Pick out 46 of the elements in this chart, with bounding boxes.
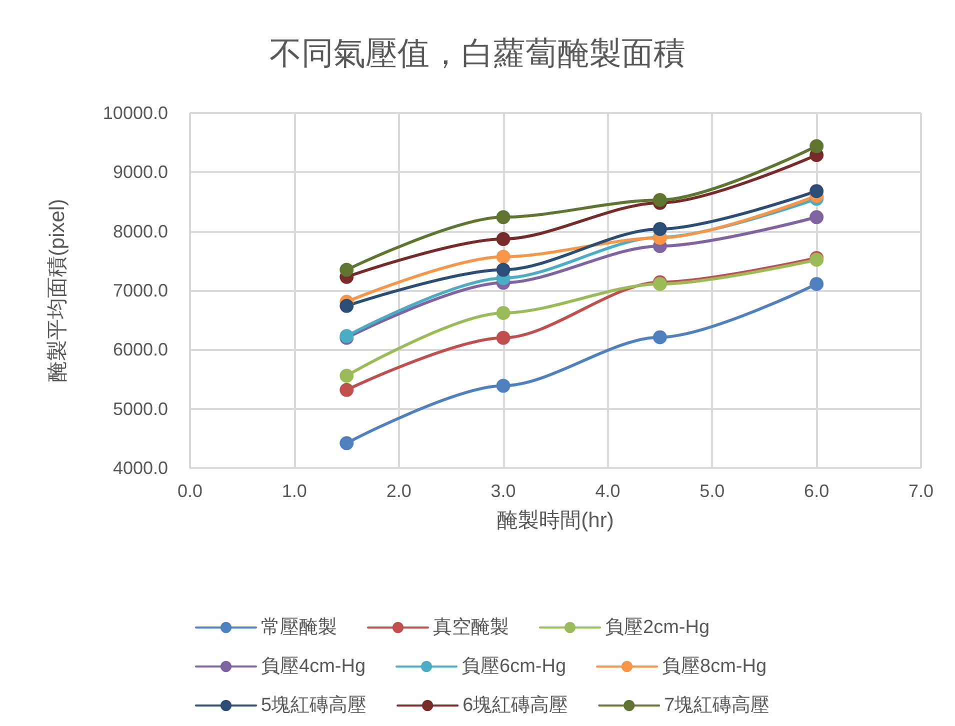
point — [496, 232, 510, 246]
x-tick-label: 0.0 — [177, 481, 203, 501]
point — [496, 378, 510, 393]
y-tick-label: 4000.0 — [112, 458, 168, 478]
point — [496, 262, 510, 277]
y-tick-label: 8000.0 — [112, 221, 168, 242]
point — [810, 139, 824, 154]
x-tick-label: 6.0 — [804, 481, 830, 501]
legend-label: 負壓8cm-Hg — [662, 656, 767, 677]
point — [340, 298, 354, 313]
point — [810, 210, 824, 224]
point — [652, 222, 667, 236]
point — [810, 276, 824, 291]
y-tick-label: 9000.0 — [112, 162, 168, 182]
legend-label: 6塊紅磚高壓 — [462, 694, 568, 716]
x-tick-label: 3.0 — [490, 481, 516, 501]
x-tick-label: 1.0 — [282, 481, 307, 501]
point — [340, 382, 354, 397]
legend-label: 負壓2cm-Hg — [605, 617, 710, 638]
chart-title: 不同氣壓值，白蘿蔔醃製面積 — [270, 35, 686, 71]
point — [496, 330, 510, 345]
point — [496, 250, 510, 264]
x-tick-label: 5.0 — [700, 481, 725, 501]
point — [496, 306, 510, 320]
y-axis-title: 醃製平均面積(pixel) — [46, 198, 69, 382]
point — [496, 210, 510, 224]
point — [652, 330, 667, 344]
y-tick-label: 6000.0 — [112, 340, 168, 360]
legend-label: 常壓醃製 — [261, 617, 337, 638]
legend-label: 真空醃製 — [433, 616, 509, 638]
legend-label: 5塊紅磚高壓 — [261, 694, 367, 716]
y-tick-label: 10000.0 — [102, 103, 168, 123]
x-tick-label: 7.0 — [908, 481, 934, 501]
x-tick-label: 2.0 — [386, 481, 412, 501]
x-tick-label: 4.0 — [595, 481, 620, 501]
x-axis-title: 醃製時間(hr) — [497, 509, 614, 532]
legend-label: 7塊紅磚高壓 — [664, 694, 770, 716]
point — [340, 368, 354, 383]
y-tick-label: 5000.0 — [112, 398, 168, 419]
legend-label: 負壓6cm-Hg — [462, 656, 566, 677]
point — [340, 262, 354, 277]
point — [652, 192, 667, 207]
legend-label: 負壓4cm-Hg — [261, 656, 366, 677]
point — [340, 436, 354, 450]
y-tick-label: 7000.0 — [112, 280, 168, 300]
point — [810, 184, 824, 198]
